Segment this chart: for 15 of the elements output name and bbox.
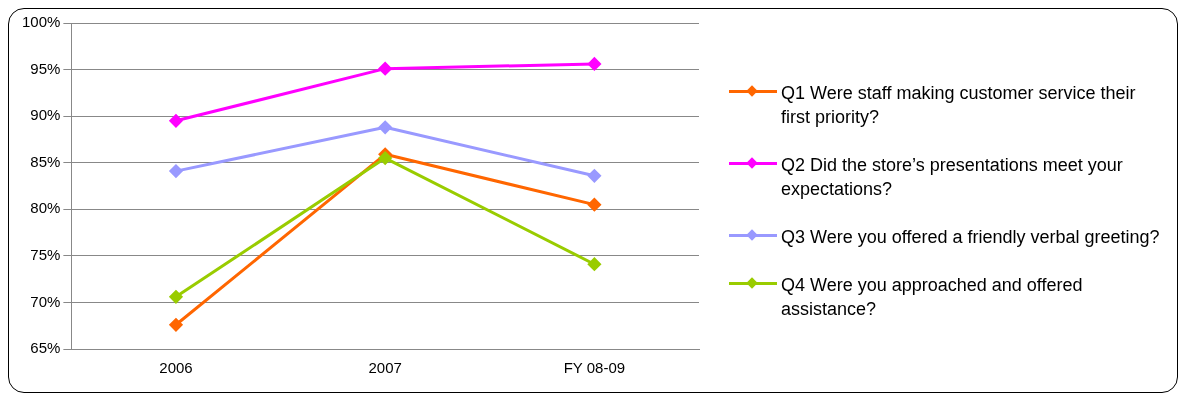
legend-label: Q1 Were staff making customer service their first priority? [781, 81, 1137, 129]
x-tick-label: 2006 [159, 358, 193, 376]
y-tick-label: 90% [30, 105, 61, 123]
y-tick-label: 100% [21, 12, 61, 30]
y-tick-label: 80% [30, 198, 61, 216]
legend-label: Q3 Were you offered a friendly verbal greeting? [781, 225, 1160, 249]
x-tick-label: 2007 [368, 358, 402, 376]
y-tick-label: 85% [30, 152, 61, 170]
legend-label: Q4 Were you approached and offered assistance? [781, 273, 1084, 321]
y-tick-label: 70% [30, 292, 61, 310]
y-tick-label: 65% [30, 338, 61, 356]
y-tick-label: 95% [30, 59, 61, 77]
y-tick-label: 75% [30, 245, 61, 263]
x-tick-label: FY 08-09 [563, 358, 626, 376]
legend-label: Q2 Did the store’s presentations meet your expectations? [781, 153, 1124, 201]
